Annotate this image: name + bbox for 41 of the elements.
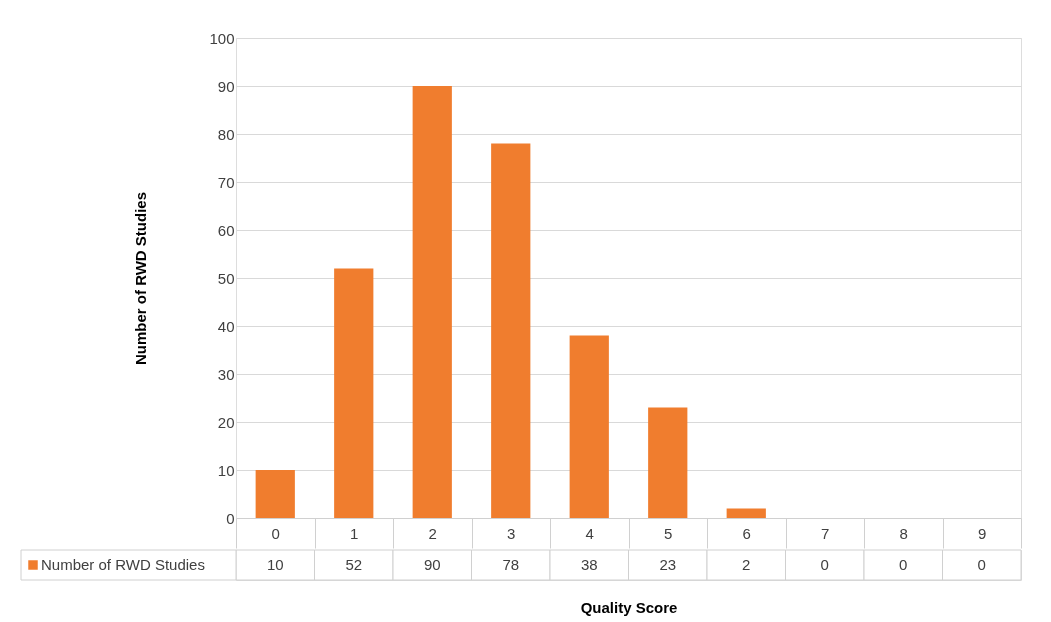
data-label: 23 <box>659 556 677 573</box>
y-tick-label: 70 <box>217 173 235 191</box>
bar <box>726 508 766 518</box>
y-axis-title: Number of RWD Studies <box>132 191 150 366</box>
x-tick-label: 2 <box>428 524 437 542</box>
data-label: 0 <box>820 556 829 573</box>
data-label: 2 <box>742 556 751 573</box>
y-tick-label: 50 <box>217 269 235 287</box>
data-label: 10 <box>266 556 284 573</box>
y-tick-label: 40 <box>217 317 235 335</box>
x-tick-label: 1 <box>350 524 359 542</box>
x-tick-label: 6 <box>742 524 751 542</box>
bar <box>648 407 688 518</box>
x-axis-title: Quality Score <box>580 598 678 616</box>
y-tick-label: 90 <box>217 77 235 95</box>
y-tick-label: 60 <box>217 221 235 239</box>
bar <box>255 470 295 518</box>
data-label: 52 <box>345 556 363 573</box>
x-tick-label: 7 <box>821 524 830 542</box>
x-tick-label: 5 <box>664 524 673 542</box>
bar <box>569 335 609 518</box>
y-tick-label: 10 <box>217 461 235 479</box>
bar <box>412 86 452 518</box>
y-tick-label: 30 <box>217 365 235 383</box>
x-tick-label: 9 <box>978 524 987 542</box>
y-tick-label: 0 <box>226 509 235 527</box>
data-label: 90 <box>423 556 441 573</box>
bar <box>334 268 374 518</box>
x-tick-label: 3 <box>507 524 516 542</box>
data-label: 0 <box>899 556 908 573</box>
x-tick-label: 0 <box>271 524 280 542</box>
bar <box>491 143 531 518</box>
y-tick-label: 80 <box>217 125 235 143</box>
data-label: 38 <box>580 556 598 573</box>
x-tick-label: 4 <box>585 524 594 542</box>
data-label: 78 <box>502 556 520 573</box>
y-tick-label: 20 <box>217 413 235 431</box>
x-tick-label: 8 <box>899 524 908 542</box>
data-label: 0 <box>977 556 986 573</box>
y-tick-label: 100 <box>209 29 235 47</box>
legend-label: Number of RWD Studies <box>41 556 205 573</box>
